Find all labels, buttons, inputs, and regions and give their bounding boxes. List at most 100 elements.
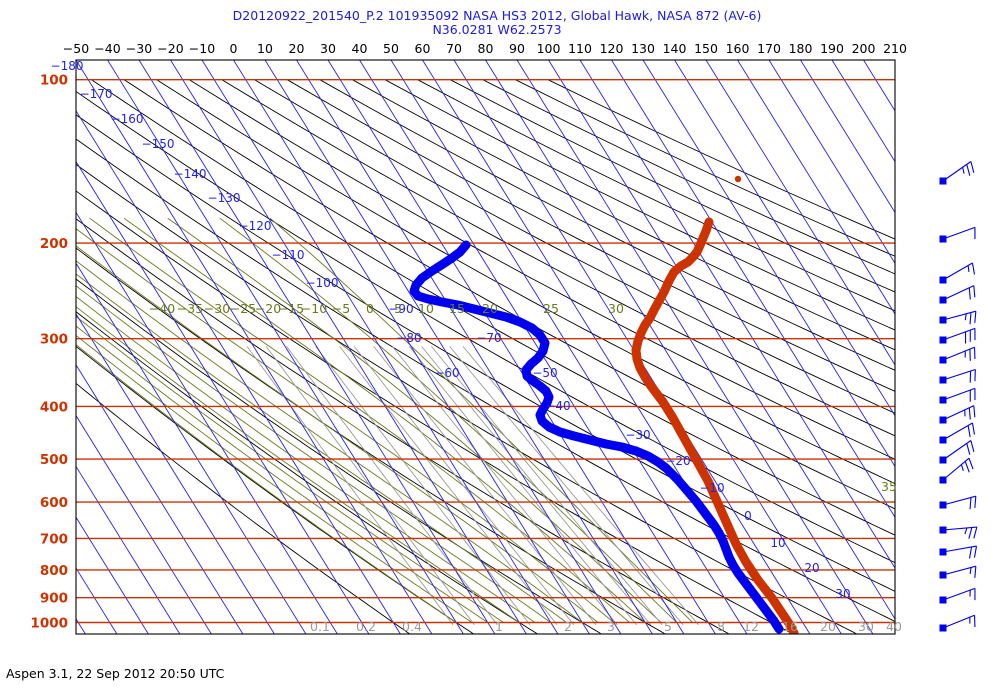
wind-barb	[939, 422, 976, 444]
top-axis-tick--20: −20	[157, 41, 183, 56]
pressure-tick-100: 100	[40, 73, 68, 89]
wind-barb	[939, 161, 975, 185]
isotherm-label-mid-30: 30	[835, 587, 850, 601]
dry-adiabat	[189, 79, 895, 460]
wind-barb	[939, 327, 976, 344]
wind-barb	[939, 405, 976, 424]
wind-barb	[939, 457, 974, 484]
isotherm-label-mid--40: −40	[545, 399, 570, 413]
top-axis-tick-80: 80	[478, 41, 494, 56]
top-axis-tick-140: 140	[663, 41, 687, 56]
footer-caption: Aspen 3.1, 22 Sep 2012 20:50 UTC	[6, 666, 225, 681]
pressure-tick-500: 500	[40, 452, 68, 468]
mixing-ratio-label-16: 16	[782, 619, 798, 634]
wind-barb	[939, 614, 976, 632]
mixing-ratio-line	[246, 346, 454, 626]
dry-adiabat	[384, 79, 895, 331]
isotherm	[673, 60, 895, 417]
isotherm-label-mid-0: 0	[744, 509, 752, 523]
wind-barb	[939, 262, 976, 284]
dry-adiabat	[254, 79, 895, 414]
moist-adiabat-label-10: 10	[418, 301, 434, 316]
moist-adiabat	[76, 334, 473, 623]
mixing-ratio-line	[431, 346, 663, 626]
top-axis-tick-180: 180	[789, 41, 813, 56]
isotherm-label-mid--10: −10	[699, 481, 724, 495]
top-axis-tick-0: 0	[230, 41, 238, 56]
mixing-ratio-line	[462, 346, 699, 626]
top-axis-tick-70: 70	[446, 41, 462, 56]
isotherm-label-mid--50: −50	[532, 366, 557, 380]
mixing-ratio-label-20: 20	[820, 619, 836, 634]
top-axis-tick-90: 90	[509, 41, 525, 56]
top-axis-tick-200: 200	[852, 41, 876, 56]
mixing-ratio-line	[392, 346, 618, 626]
moist-adiabat	[76, 295, 536, 623]
pressure-tick-700: 700	[40, 531, 68, 547]
wind-barb	[939, 310, 977, 325]
top-axis-tick--50: −50	[63, 41, 89, 56]
mixing-ratio-label-3: 3	[607, 619, 615, 634]
wind-barb	[939, 495, 977, 510]
moist-adiabat-label--35: −35	[177, 301, 203, 316]
wind-barb	[939, 285, 976, 304]
isotherm-label--150: −150	[142, 137, 175, 151]
grid-layer	[76, 60, 895, 634]
pressure-tick-900: 900	[40, 591, 68, 607]
dry-adiabat	[286, 79, 895, 392]
mixing-ratio-line	[315, 346, 531, 626]
moist-adiabat	[76, 260, 583, 623]
moist-adiabat	[76, 228, 614, 623]
top-axis-tick-50: 50	[383, 41, 399, 56]
pressure-tick-800: 800	[40, 563, 68, 579]
isotherm-label--130: −130	[208, 191, 241, 205]
pressure-tick-600: 600	[40, 495, 68, 511]
mixing-ratio-label-0.1: 0.1	[310, 619, 330, 634]
mixing-ratio-label-30: 30	[858, 619, 874, 634]
mixing-ratio-line	[373, 346, 597, 626]
moist-adiabat	[269, 217, 693, 623]
temperature-outlier-point	[734, 175, 742, 183]
isotherm-label--170: −170	[80, 87, 113, 101]
mixing-ratio-label-12: 12	[743, 619, 759, 634]
moist-adiabat-label-35: 35	[881, 479, 897, 494]
top-axis-tick-120: 120	[600, 41, 624, 56]
mixing-ratio-line	[449, 346, 684, 626]
mixing-ratio-label-40: 40	[886, 619, 902, 634]
moist-adiabat-label-15: 15	[449, 301, 465, 316]
top-axis-tick-150: 150	[694, 41, 718, 56]
moist-adiabat	[219, 217, 678, 623]
pressure-tick-1000: 1000	[30, 615, 68, 631]
moist-adiabat-label-20: 20	[482, 301, 498, 316]
mixing-ratio-label-0.4: 0.4	[402, 619, 422, 634]
dry-adiabat	[76, 90, 895, 564]
moist-adiabat-label--25: −25	[230, 301, 256, 316]
page-title: D20120922_201540_P.2 101935092 NASA HS3 …	[233, 8, 762, 23]
top-axis-tick-170: 170	[757, 41, 781, 56]
isotherm-label-mid--20: −20	[665, 454, 690, 468]
moist-adiabat-label--40: −40	[149, 301, 175, 316]
moist-adiabat	[76, 344, 457, 623]
top-axis-tick-10: 10	[257, 41, 273, 56]
mixing-ratio-line	[265, 346, 475, 626]
moist-adiabat	[76, 273, 567, 623]
wind-barb	[939, 226, 976, 243]
isotherm-label-mid--60: −60	[434, 366, 459, 380]
isotherm-label--100: −100	[306, 276, 339, 290]
moist-adiabat	[76, 306, 520, 623]
dry-adiabat	[123, 79, 895, 510]
isotherm-label--120: −120	[239, 219, 272, 233]
wind-barb	[939, 440, 975, 464]
top-axis-tick--40: −40	[94, 41, 120, 56]
dry-adiabat	[352, 79, 895, 351]
moist-adiabat-label-25: 25	[543, 301, 559, 316]
mixing-ratio-line	[408, 346, 637, 626]
isotherm-label--110: −110	[272, 248, 305, 262]
pressure-tick-400: 400	[40, 399, 68, 415]
isotherm-label--160: −160	[111, 112, 144, 126]
isotherm	[799, 60, 895, 214]
dry-adiabat	[221, 79, 895, 437]
moist-adiabat	[76, 315, 504, 623]
